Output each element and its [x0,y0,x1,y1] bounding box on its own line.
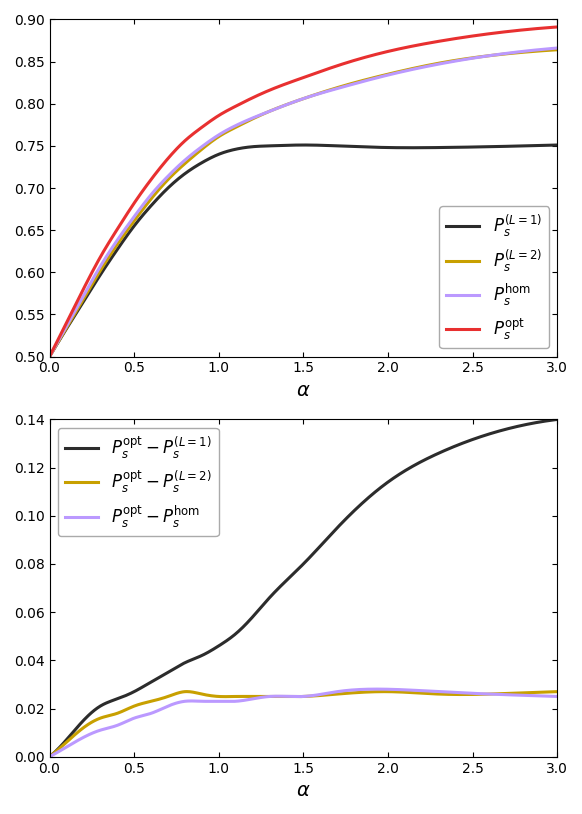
$P_s^{\rm opt}$ [290,77,297,86]
$P_s^{\rm opt} - P_s^{(L=2)}$ [46,752,53,762]
Line: $P_s^{(L=2)}$: $P_s^{(L=2)}$ [49,50,557,357]
$P_s^{\rm opt} - P_s^{(L=2)}$ [542,687,549,697]
$P_s^{\rm hom}$ [553,43,560,53]
$P_s^{\rm hom}$ [321,87,328,97]
$P_s^{(L=1)}$ [290,140,297,150]
$P_s^{\rm opt} - P_s^{(L=1)}$ [541,416,548,426]
$P_s^{\rm opt} - P_s^{(L=1)}$ [290,569,297,579]
$P_s^{\rm opt}$ [553,22,560,32]
$P_s^{\rm opt} - P_s^{(L=2)}$ [288,692,295,702]
$P_s^{\rm opt} - P_s^{(L=1)}$ [321,537,328,547]
Line: $P_s^{(L=1)}$: $P_s^{(L=1)}$ [49,145,557,357]
$P_s^{(L=2)}$ [290,97,297,107]
Line: $P_s^{\rm hom}$: $P_s^{\rm hom}$ [49,48,557,357]
$P_s^{\rm opt} - P_s^{\rm hom}$ [46,752,53,762]
$P_s^{\rm opt}$ [46,352,53,361]
$P_s^{\rm opt} - P_s^{(L=2)}$ [349,688,356,698]
$P_s^{\rm opt} - P_s^{\rm hom}$ [321,689,328,698]
$P_s^{\rm opt} - P_s^{(L=1)}$ [46,752,53,762]
$P_s^{\rm opt} - P_s^{\rm hom}$ [287,692,294,702]
$P_s^{(L=1)}$ [463,142,470,152]
X-axis label: $\alpha$: $\alpha$ [296,781,311,800]
$P_s^{\rm opt} - P_s^{(L=2)}$ [553,687,560,697]
$P_s^{\rm hom}$ [462,55,469,64]
$P_s^{(L=1)}$ [300,140,307,150]
$P_s^{\rm opt} - P_s^{\rm hom}$ [348,685,355,695]
$P_s^{\rm opt} - P_s^{(L=2)}$ [183,687,190,697]
Legend: $P_s^{(L=1)}$, $P_s^{(L=2)}$, $P_s^{\rm hom}$, $P_s^{\rm opt}$: $P_s^{(L=1)}$, $P_s^{(L=2)}$, $P_s^{\rm … [439,206,549,348]
$P_s^{\rm opt} - P_s^{(L=1)}$ [348,508,355,518]
$P_s^{\rm opt} - P_s^{(L=1)}$ [553,414,560,424]
$P_s^{(L=1)}$ [542,141,549,151]
Line: $P_s^{\rm opt} - P_s^{(L=2)}$: $P_s^{\rm opt} - P_s^{(L=2)}$ [49,692,557,757]
$P_s^{(L=1)}$ [46,352,53,361]
$P_s^{(L=1)}$ [349,142,356,151]
$P_s^{\rm hom}$ [46,352,53,361]
$P_s^{\rm opt} - P_s^{\rm hom}$ [463,688,470,698]
Legend: $P_s^{\rm opt} - P_s^{(L=1)}$, $P_s^{\rm opt} - P_s^{(L=2)}$, $P_s^{\rm opt} - P: $P_s^{\rm opt} - P_s^{(L=1)}$, $P_s^{\rm… [58,428,218,536]
$P_s^{\rm opt}$ [462,32,469,42]
X-axis label: $\alpha$: $\alpha$ [296,381,311,400]
$P_s^{(L=2)}$ [462,54,469,63]
Line: $P_s^{\rm opt} - P_s^{\rm hom}$: $P_s^{\rm opt} - P_s^{\rm hom}$ [49,689,557,757]
$P_s^{\rm opt} - P_s^{(L=2)}$ [463,689,470,699]
$P_s^{\rm opt}$ [321,65,328,75]
$P_s^{(L=2)}$ [321,87,328,97]
$P_s^{\rm opt} - P_s^{(L=2)}$ [322,690,329,700]
$P_s^{(L=1)}$ [287,140,294,150]
$P_s^{\rm opt} - P_s^{(L=1)}$ [287,571,294,581]
$P_s^{(L=2)}$ [348,79,355,89]
$P_s^{\rm hom}$ [541,44,548,54]
$P_s^{\rm opt}$ [287,77,294,87]
$P_s^{\rm opt}$ [541,23,548,33]
$P_s^{\rm opt} - P_s^{(L=2)}$ [291,692,298,702]
$P_s^{\rm opt} - P_s^{\rm hom}$ [542,691,549,701]
$P_s^{(L=1)}$ [553,140,560,150]
$P_s^{\rm hom}$ [287,98,294,108]
Line: $P_s^{\rm opt}$: $P_s^{\rm opt}$ [49,27,557,357]
$P_s^{(L=1)}$ [322,141,329,151]
$P_s^{\rm hom}$ [348,80,355,90]
$P_s^{\rm opt} - P_s^{(L=1)}$ [462,437,469,447]
$P_s^{\rm opt} - P_s^{\rm hom}$ [374,685,381,694]
Line: $P_s^{\rm opt} - P_s^{(L=1)}$: $P_s^{\rm opt} - P_s^{(L=1)}$ [49,419,557,757]
$P_s^{\rm opt}$ [348,56,355,66]
$P_s^{(L=2)}$ [287,98,294,108]
$P_s^{(L=2)}$ [541,46,548,55]
$P_s^{(L=2)}$ [553,45,560,55]
$P_s^{(L=2)}$ [46,352,53,361]
$P_s^{\rm opt} - P_s^{\rm hom}$ [290,692,297,702]
$P_s^{\rm hom}$ [290,97,297,107]
$P_s^{\rm opt} - P_s^{\rm hom}$ [553,692,560,702]
